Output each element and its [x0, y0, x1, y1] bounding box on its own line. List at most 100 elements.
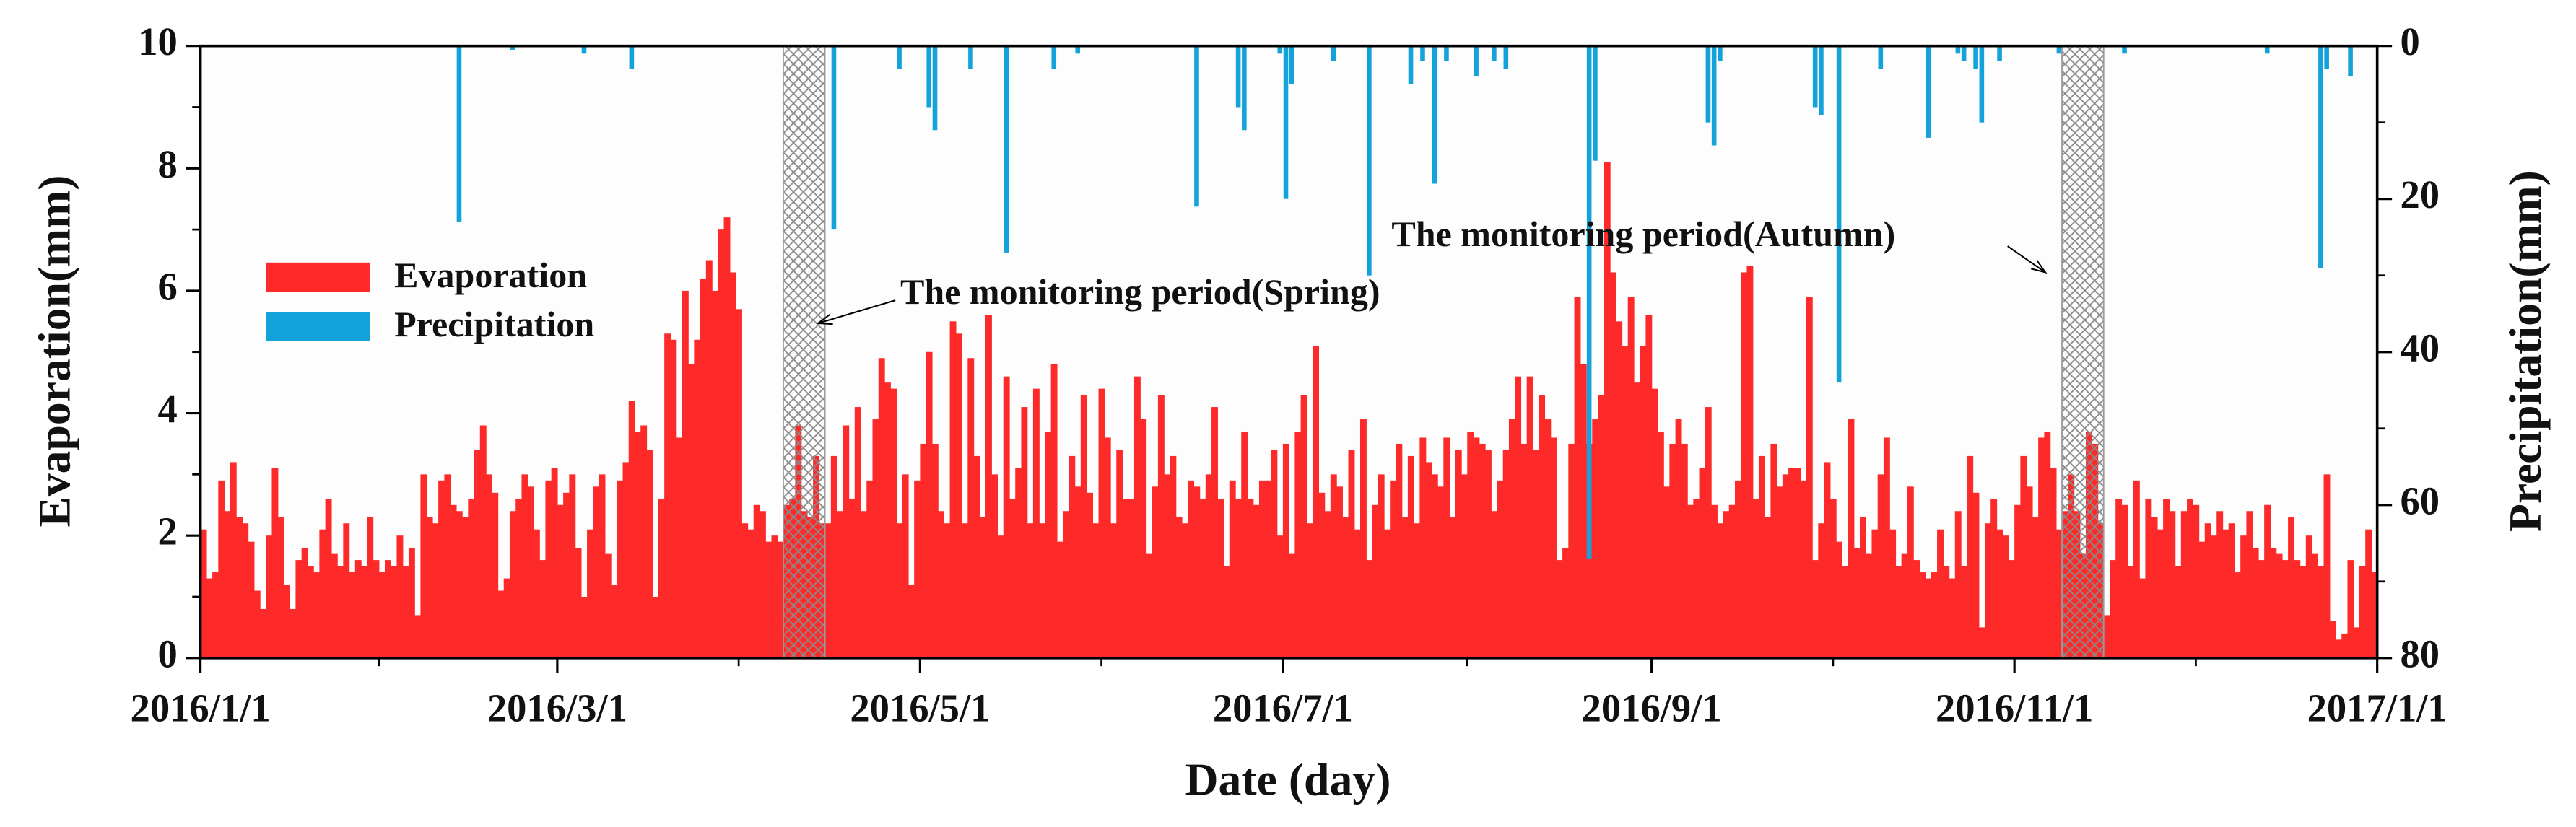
precipitation-bar: [1997, 45, 2002, 61]
evaporation-bar: [2228, 523, 2235, 658]
evaporation-bar: [1104, 437, 1111, 658]
precipitation-bar: [1503, 45, 1509, 69]
evaporation-bar: [2234, 572, 2241, 658]
evaporation-bar: [331, 553, 338, 658]
evaporation-bar: [1574, 297, 1581, 658]
evaporation-bar: [1419, 437, 1427, 658]
evaporation-bar: [2246, 511, 2253, 658]
evaporation-bar: [402, 566, 409, 658]
evaporation-bar: [1758, 455, 1765, 658]
evaporation-bar: [468, 499, 475, 658]
evaporation-bar: [1152, 486, 1159, 658]
evaporation-bar: [1258, 480, 1266, 658]
evaporation-bar: [1092, 523, 1100, 658]
evaporation-bar: [2347, 560, 2354, 658]
evaporation-bar: [521, 474, 528, 658]
evaporation-bar: [1188, 480, 1195, 658]
evaporation-bar: [1128, 499, 1135, 658]
evaporation-bar: [1782, 474, 1789, 658]
evaporation-bar: [1253, 504, 1260, 658]
precipitation-bar: [1367, 45, 1372, 276]
evaporation-bar: [1580, 364, 1587, 658]
precipitation-bar: [932, 45, 938, 131]
evaporation-bar: [1407, 455, 1414, 658]
evaporation-bar: [313, 572, 321, 658]
evaporation-bar: [1074, 486, 1082, 658]
evaporation-bar: [1526, 376, 1533, 658]
evaporation-bar: [1122, 499, 1129, 658]
evaporation-bar: [2050, 468, 2057, 658]
y2-tick-label: 0: [2401, 19, 2420, 64]
precipitation-bar: [1718, 45, 1723, 61]
evaporation-bar: [1396, 443, 1403, 658]
evaporation-bar: [1776, 486, 1783, 658]
evaporation-bar: [1532, 450, 1539, 658]
evaporation-bar: [1276, 535, 1284, 658]
evaporation-bar: [2014, 504, 2022, 658]
evaporation-bar: [2127, 566, 2134, 658]
evaporation-bar: [1508, 419, 1515, 658]
evaporation-bar: [1330, 474, 1337, 658]
evaporation-bar: [1015, 468, 1022, 658]
y2-tick-label: 80: [2401, 631, 2440, 675]
evaporation-bar: [236, 517, 243, 658]
evaporation-bar: [575, 548, 582, 658]
precipitation-bar: [2122, 45, 2127, 54]
evaporation-bar: [2175, 566, 2182, 658]
evaporation-bar: [1265, 480, 1272, 658]
evaporation-bar: [1294, 431, 1302, 658]
evaporation-bar: [1336, 486, 1343, 658]
evaporation-bar: [474, 450, 481, 658]
evaporation-bar: [2240, 535, 2248, 658]
evaporation-bar: [1021, 407, 1028, 658]
evaporation-bar: [1544, 419, 1552, 658]
evaporation-bar: [837, 511, 843, 658]
evaporation-bar: [1931, 572, 1938, 658]
evaporation-bar: [1663, 486, 1671, 658]
evaporation-bar: [1705, 407, 1712, 658]
evaporation-bar: [2187, 499, 2193, 658]
evaporation-bar: [2276, 553, 2283, 658]
evaporation-bar: [1687, 504, 1694, 658]
precipitation-bar: [1004, 45, 1009, 253]
evaporation-bar: [1241, 431, 1248, 658]
evaporation-bar: [2305, 535, 2312, 658]
evaporation-bar: [622, 462, 630, 658]
evaporation-bar: [1520, 443, 1528, 658]
precipitation-bar: [1235, 45, 1241, 108]
evaporation-bar: [1681, 443, 1688, 658]
evaporation-bar: [515, 499, 523, 658]
evaporation-bar: [1925, 578, 1932, 658]
evaporation-bar: [456, 511, 463, 658]
evaporation-bar: [1199, 499, 1206, 658]
evaporation-bar: [658, 499, 665, 658]
evaporation-bar: [1967, 455, 1974, 658]
evaporation-bar: [1146, 553, 1153, 658]
evaporation-bar: [1181, 523, 1188, 658]
evaporation-bar: [1300, 395, 1307, 658]
x-tick-label: 2017/1/1: [2307, 686, 2447, 730]
annotation-text: The monitoring period(Spring): [900, 271, 1380, 312]
evaporation-bar: [902, 474, 909, 658]
evaporation-bar: [367, 517, 374, 658]
evaporation-bar: [991, 474, 998, 658]
evaporation-bar: [759, 511, 766, 658]
evaporation-bar: [1794, 468, 1801, 658]
annotation-arrowhead: [2030, 260, 2048, 274]
evaporation-bar: [634, 431, 641, 658]
evaporation-bar: [2294, 560, 2301, 658]
evaporation-bar: [1282, 443, 1289, 658]
evaporation-bar: [682, 290, 689, 658]
evaporation-bar: [1741, 272, 1748, 658]
evaporation-bar: [1443, 437, 1450, 658]
evaporation-bar: [1818, 523, 1825, 658]
evaporation-bar: [1247, 499, 1254, 658]
evaporation-bar: [1497, 480, 1504, 658]
evaporation-bar: [1027, 523, 1034, 658]
evaporation-bar: [2020, 455, 2027, 658]
evaporation-bar: [1069, 455, 1076, 658]
evaporation-bar: [337, 566, 344, 658]
x-tick-label: 2016/1/1: [131, 686, 271, 730]
precipitation-bar: [1432, 45, 1437, 184]
evaporation-bar: [1853, 548, 1861, 658]
